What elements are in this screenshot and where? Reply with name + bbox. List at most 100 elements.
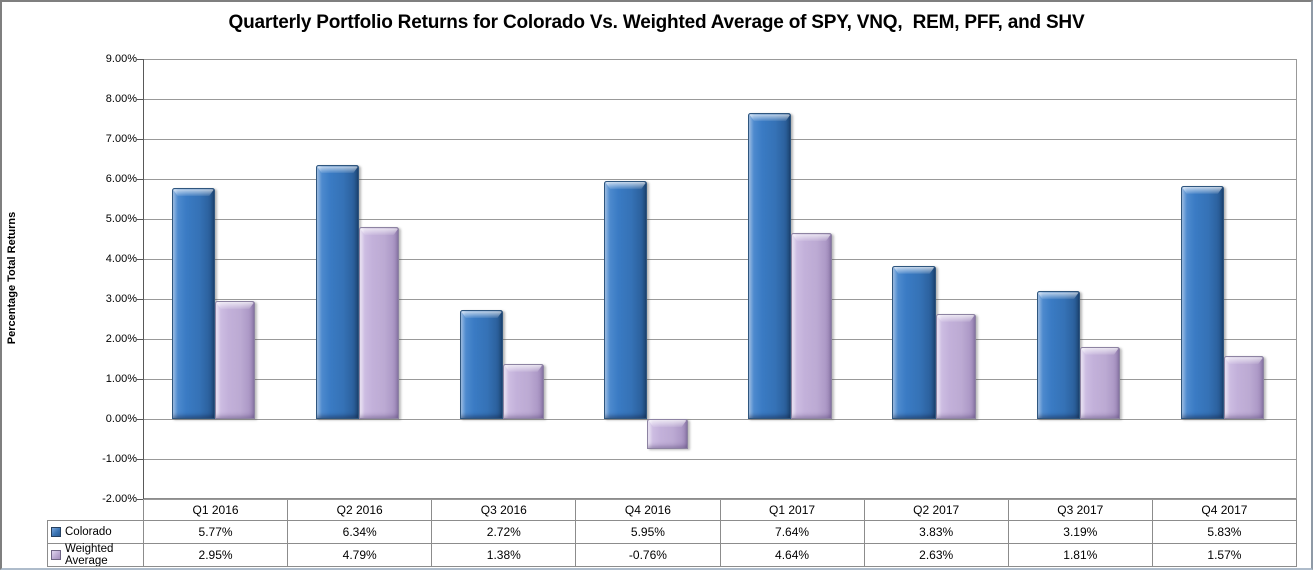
table-header-q2-2017: Q2 2017	[863, 498, 1008, 520]
bar-top-bevel	[648, 420, 686, 427]
bar-weighted-average-q3-2016[interactable]	[503, 363, 544, 419]
y-axis-tick	[137, 459, 143, 460]
gridline	[143, 219, 1296, 220]
legend-key-weighted-average[interactable]	[51, 550, 61, 560]
y-axis-tick-label: 5.00%	[105, 213, 137, 225]
y-axis-title: Percentage Total Returns	[6, 211, 18, 345]
y-axis-tick-label: 4.00%	[105, 253, 137, 265]
bar-colorado-q2-2017[interactable]	[892, 265, 936, 419]
bar-top-bevel	[216, 302, 254, 309]
bar-top-bevel	[360, 228, 398, 235]
table-cell-weighted-average-q4-2016: -0.76%	[575, 543, 720, 566]
y-axis-tick-label: 1.00%	[105, 373, 137, 385]
bar-top-bevel	[749, 114, 790, 121]
bar-top-bevel	[937, 315, 975, 322]
y-axis-tick	[137, 499, 143, 500]
gridline	[143, 259, 1296, 260]
y-axis-tick	[137, 219, 143, 220]
y-axis-tick	[137, 419, 143, 420]
y-axis-tick-label: 8.00%	[105, 93, 137, 105]
y-axis-tick-label: 3.00%	[105, 293, 137, 305]
bar-colorado-q3-2017[interactable]	[1036, 291, 1080, 419]
bar-colorado-q4-2017[interactable]	[1180, 185, 1224, 419]
y-axis-tick-label: 2.00%	[105, 333, 137, 345]
gridline	[143, 379, 1296, 380]
table-cell-weighted-average-q1-2016: 2.95%	[143, 543, 288, 566]
gridline	[143, 59, 1296, 60]
bar-top-bevel	[1081, 348, 1119, 355]
y-axis-tick-label: -2.00%	[102, 493, 137, 505]
table-cell-weighted-average-q3-2017: 1.81%	[1007, 543, 1152, 566]
bar-top-bevel	[1182, 187, 1223, 194]
table-header-q1-2016: Q1 2016	[143, 498, 288, 520]
table-cell-weighted-average-q2-2016: 4.79%	[287, 543, 432, 566]
table-cell-weighted-average-q1-2017: 4.64%	[719, 543, 864, 566]
table-cell-colorado-q4-2016: 5.95%	[575, 520, 720, 543]
gridline	[143, 499, 1296, 500]
y-axis-tick	[137, 99, 143, 100]
gridline	[143, 299, 1296, 300]
y-axis-tick	[137, 139, 143, 140]
table-cell-weighted-average-q2-2017: 2.63%	[863, 543, 1008, 566]
bar-colorado-q2-2016[interactable]	[315, 165, 360, 419]
bar-weighted-average-q2-2016[interactable]	[359, 227, 400, 419]
legend-item-colorado: Colorado	[47, 520, 143, 543]
table-bottom-edge	[47, 566, 1297, 567]
bar-weighted-average-q4-2016[interactable]	[647, 419, 688, 450]
bar-colorado-q1-2016[interactable]	[171, 188, 215, 419]
y-axis-line	[143, 59, 144, 499]
y-axis-tick-label: 7.00%	[105, 133, 137, 145]
bar-top-bevel	[317, 166, 358, 173]
y-axis-tick	[137, 179, 143, 180]
table-header-q2-2016: Q2 2016	[287, 498, 432, 520]
bar-top-bevel	[893, 267, 934, 274]
bar-colorado-q1-2017[interactable]	[748, 113, 792, 419]
table-header-q1-2017: Q1 2017	[719, 498, 864, 520]
gridline	[143, 459, 1296, 460]
bar-top-bevel	[461, 311, 502, 318]
gridline	[143, 339, 1296, 340]
bar-top-bevel	[1225, 357, 1263, 364]
y-axis-tick-label: 0.00%	[105, 413, 137, 425]
table-cell-colorado-q2-2016: 6.34%	[287, 520, 432, 543]
bar-weighted-average-q1-2017[interactable]	[791, 233, 832, 419]
legend-label: Weighted Average	[65, 543, 114, 567]
bar-top-bevel	[1038, 292, 1079, 299]
table-header-q3-2017: Q3 2017	[1007, 498, 1152, 520]
table-cell-weighted-average-q3-2016: 1.38%	[431, 543, 576, 566]
bar-weighted-average-q1-2016[interactable]	[214, 301, 256, 419]
gridline	[143, 139, 1296, 140]
bar-colorado-q3-2016[interactable]	[460, 310, 504, 419]
bar-weighted-average-q4-2017[interactable]	[1223, 356, 1265, 419]
plot-right-border	[1296, 59, 1297, 499]
gridline	[143, 99, 1296, 100]
bar-top-bevel	[792, 234, 830, 241]
table-cell-colorado-q4-2017: 5.83%	[1151, 520, 1296, 543]
table-header-q4-2016: Q4 2016	[575, 498, 720, 520]
table-header-q4-2017: Q4 2017	[1151, 498, 1296, 520]
y-axis-tick	[137, 259, 143, 260]
table-header-q3-2016: Q3 2016	[431, 498, 576, 520]
bar-top-bevel	[504, 365, 542, 372]
bar-weighted-average-q2-2017[interactable]	[935, 313, 976, 419]
y-axis-tick-label: 6.00%	[105, 173, 137, 185]
chart-title: Quarterly Portfolio Returns for Colorado…	[228, 12, 1085, 33]
bar-weighted-average-q3-2017[interactable]	[1079, 346, 1121, 419]
bar-top-bevel	[173, 189, 214, 196]
y-axis-tick-label: -1.00%	[102, 453, 137, 465]
y-axis-tick-label: 9.00%	[105, 53, 137, 65]
y-axis-tick	[137, 59, 143, 60]
table-cell-colorado-q2-2017: 3.83%	[863, 520, 1008, 543]
legend-item-weighted-average: Weighted Average	[47, 543, 143, 567]
table-right-edge	[1296, 498, 1297, 566]
table-cell-weighted-average-q4-2017: 1.57%	[1151, 543, 1296, 566]
legend-key-colorado[interactable]	[51, 527, 61, 537]
y-axis-tick	[137, 339, 143, 340]
bar-colorado-q4-2016[interactable]	[604, 181, 648, 419]
legend-label: Colorado	[65, 526, 112, 538]
table-cell-colorado-q1-2016: 5.77%	[143, 520, 288, 543]
y-axis-tick	[137, 299, 143, 300]
bar-top-bevel	[605, 182, 646, 189]
gridline	[143, 419, 1296, 420]
